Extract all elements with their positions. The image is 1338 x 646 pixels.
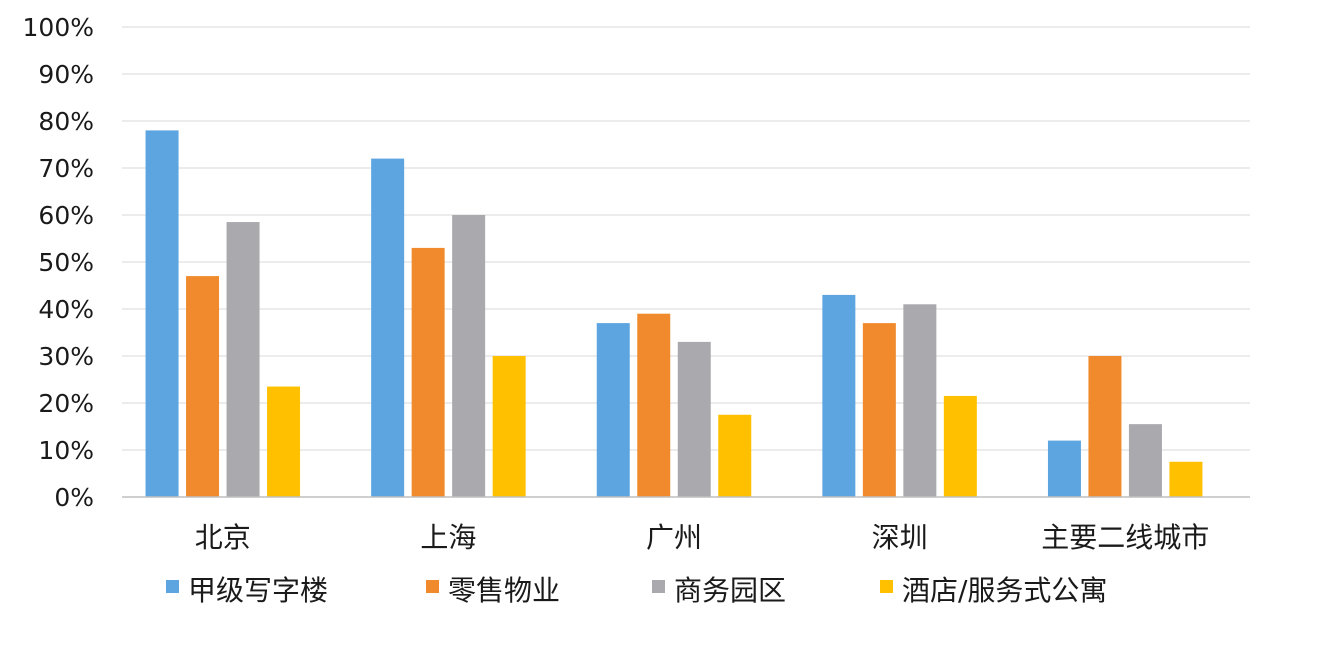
bar [226,222,260,498]
bar [822,294,856,497]
bar [1169,461,1203,497]
bar [145,130,179,497]
bar [943,395,977,497]
legend-swatch [880,580,893,593]
bar [186,276,220,497]
legend-label: 甲级写字楼 [188,574,328,607]
legend: 甲级写字楼 零售物业 商务园区 酒店/服务式公寓 [166,574,1107,607]
y-tick-label: 10% [38,436,94,465]
x-axis-labels: 北京 上海 广州 深圳 主要二线城市 [195,521,1209,554]
bar [371,158,405,497]
bar-group [145,130,301,498]
bars [145,130,1203,498]
legend-item: 零售物业 [426,574,560,607]
x-tick-label: 上海 [420,521,476,554]
y-tick-label: 60% [38,201,94,230]
x-tick-label: 北京 [195,521,251,554]
bar [903,304,937,497]
x-tick-label: 广州 [646,521,702,554]
bar [862,323,896,497]
bar-group [1047,356,1203,497]
y-tick-label: 100% [23,13,94,42]
legend-item: 商务园区 [652,574,786,607]
bar [596,323,630,497]
bar [267,386,301,497]
bar [1047,440,1081,497]
bar [411,247,445,497]
y-axis-ticks: 0% 10% 20% 30% 40% 50% 60% 70% 80% 90% 100% [23,13,94,512]
bar [1128,424,1162,497]
bar [718,414,752,497]
y-tick-label: 40% [38,295,94,324]
bar [637,313,671,497]
bar-group [371,158,526,497]
y-tick-label: 20% [38,389,94,418]
legend-item: 甲级写字楼 [166,574,328,607]
bar-group [822,294,977,497]
y-tick-label: 50% [38,248,94,277]
legend-item: 酒店/服务式公寓 [880,574,1107,607]
y-tick-label: 80% [38,107,94,136]
x-tick-label: 主要二线城市 [1041,521,1209,554]
y-tick-label: 70% [38,154,94,183]
bar [492,356,526,497]
bar [677,341,711,497]
legend-label: 商务园区 [674,574,786,607]
x-tick-label: 深圳 [872,521,928,554]
legend-swatch [652,580,665,593]
legend-swatch [426,580,439,593]
gridlines [122,26,1250,451]
bar [1088,356,1122,497]
bar-group [596,313,752,497]
legend-swatch [166,580,179,593]
legend-label: 酒店/服务式公寓 [902,574,1107,607]
y-tick-label: 30% [38,342,94,371]
legend-label: 零售物业 [448,574,560,607]
bar [452,215,486,497]
y-tick-label: 90% [38,60,94,89]
y-tick-label: 0% [54,483,94,512]
